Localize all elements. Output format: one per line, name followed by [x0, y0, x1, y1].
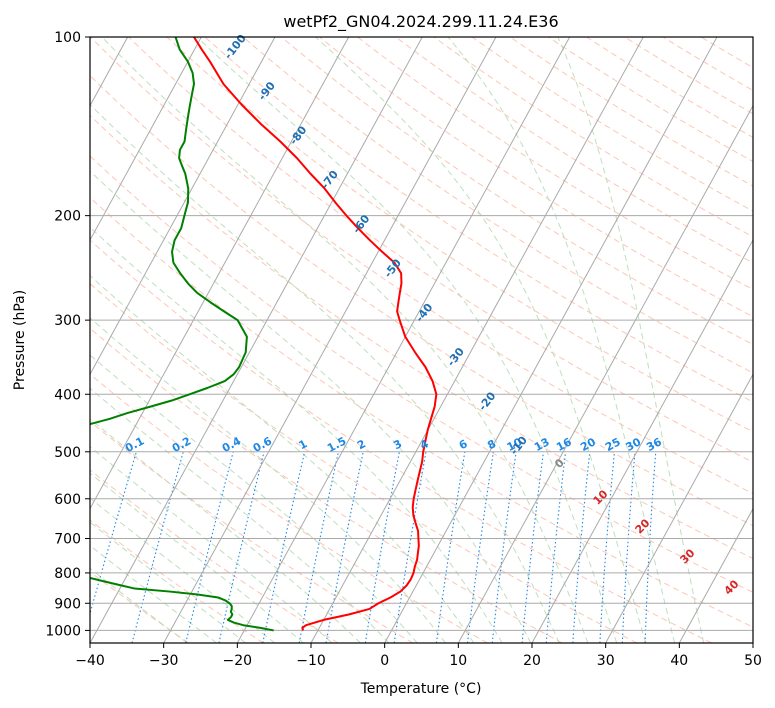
isotherm-line — [163, 37, 497, 643]
plot-background — [90, 37, 753, 643]
moist-adiabat — [315, 37, 647, 643]
y-tick-label: 700 — [54, 532, 81, 548]
dry-adiabat — [357, 37, 753, 291]
x-tick-label: 0 — [380, 653, 389, 669]
mixing-ratio-line — [521, 451, 544, 643]
mixing-ratio-label: 13 — [532, 435, 552, 454]
isotherm-line — [531, 238, 753, 643]
y-tick-label: 800 — [54, 566, 81, 582]
dry-adiabat — [204, 37, 753, 403]
moist-adiabat — [90, 317, 446, 643]
mixing-ratio-label: 36 — [644, 435, 664, 454]
pressure-grid — [90, 37, 753, 643]
y-axis-ticks: 100 200 300 400 500 600 700 800 900 1000 — [45, 30, 90, 639]
x-tick-label: 20 — [523, 653, 541, 669]
mixing-ratio-line — [435, 451, 466, 643]
y-axis-label: Pressure (hPa) — [12, 290, 28, 390]
mixing-ratio-label: 20 — [578, 435, 598, 454]
isotherm-line — [384, 37, 718, 643]
mixing-ratio-line — [491, 451, 517, 643]
dry-adiabat — [90, 282, 638, 643]
x-tick-label: 40 — [670, 653, 688, 669]
moist-adiabat — [90, 226, 503, 643]
mixing-ratio-line — [572, 451, 591, 643]
y-tick-label: 100 — [54, 30, 81, 46]
temperature-line — [193, 37, 438, 631]
isotherm-line — [90, 37, 202, 242]
mixing-ratio-line — [545, 451, 567, 643]
moist-adiabat — [90, 103, 560, 643]
isotherm-line — [90, 37, 350, 510]
y-tick-label: 900 — [54, 596, 81, 612]
x-tick-label: −30 — [149, 653, 179, 669]
mixing-ratio-line — [599, 451, 616, 643]
x-tick-label: −10 — [296, 653, 326, 669]
plot-frame — [89, 36, 754, 644]
mixing-ratio-line — [466, 451, 494, 643]
isotherm-line — [90, 37, 276, 376]
dewpoint-line — [90, 37, 274, 632]
moist-adiabat — [90, 275, 475, 643]
moist-adiabat — [447, 37, 676, 643]
isotherm-line — [678, 507, 753, 643]
isotherm-line — [90, 37, 423, 643]
dry-adiabat — [90, 74, 753, 527]
moist-adiabat — [101, 37, 589, 643]
dry-adiabat — [90, 327, 563, 643]
mixing-ratio-label: 16 — [554, 435, 574, 454]
mixing-ratio-label: 30 — [624, 435, 644, 454]
dry-adiabat — [90, 239, 712, 643]
dry-adiabat — [90, 571, 190, 643]
mixing-ratio-line — [90, 451, 137, 616]
dry-adiabat — [319, 37, 753, 318]
x-tick-label: 10 — [449, 653, 467, 669]
y-tick-label: 600 — [54, 492, 81, 508]
x-axis-ticks: −40 −30 −20 −10 0 10 20 30 40 50 — [75, 643, 762, 669]
isotherm-line — [605, 373, 753, 643]
isotherm-line — [310, 37, 644, 643]
moist-adiabat — [90, 497, 275, 643]
mixing-ratio-label: 10 — [505, 435, 525, 454]
y-tick-label: 1000 — [45, 623, 81, 639]
moist-adiabat — [196, 37, 618, 643]
dry-adiabat — [90, 469, 339, 643]
y-tick-label: 300 — [54, 313, 81, 329]
reference-lines — [90, 37, 753, 643]
dry-adiabat — [242, 37, 753, 374]
dry-adiabat — [166, 37, 753, 433]
isotherm-line — [236, 37, 571, 643]
mixing-ratio-label: 25 — [603, 435, 623, 454]
y-tick-label: 200 — [54, 209, 81, 225]
mixing-ratio-line — [185, 451, 234, 643]
dry-adiabat — [90, 155, 753, 593]
chart-title: wetPf2_GN04.2024.299.11.24.E36 — [283, 12, 558, 32]
x-tick-label: −20 — [223, 653, 253, 669]
dry-adiabat — [90, 519, 264, 643]
isotherm-line — [457, 104, 753, 643]
x-tick-label: 50 — [744, 653, 762, 669]
x-axis-label: Temperature (°C) — [360, 681, 482, 697]
x-tick-label: 30 — [597, 653, 615, 669]
profile-lines — [90, 37, 438, 632]
moist-adiabat — [90, 446, 333, 643]
mixing-ratio-line — [262, 451, 306, 643]
moist-adiabat — [557, 37, 705, 643]
mixing-ratio-line — [218, 451, 265, 643]
y-tick-label: 500 — [54, 445, 81, 461]
dry-adiabat — [90, 373, 488, 643]
x-tick-label: −40 — [75, 653, 105, 669]
mixing-ratio-line — [644, 451, 657, 643]
y-tick-label: 400 — [54, 387, 81, 403]
mixing-ratio-line — [621, 451, 636, 643]
